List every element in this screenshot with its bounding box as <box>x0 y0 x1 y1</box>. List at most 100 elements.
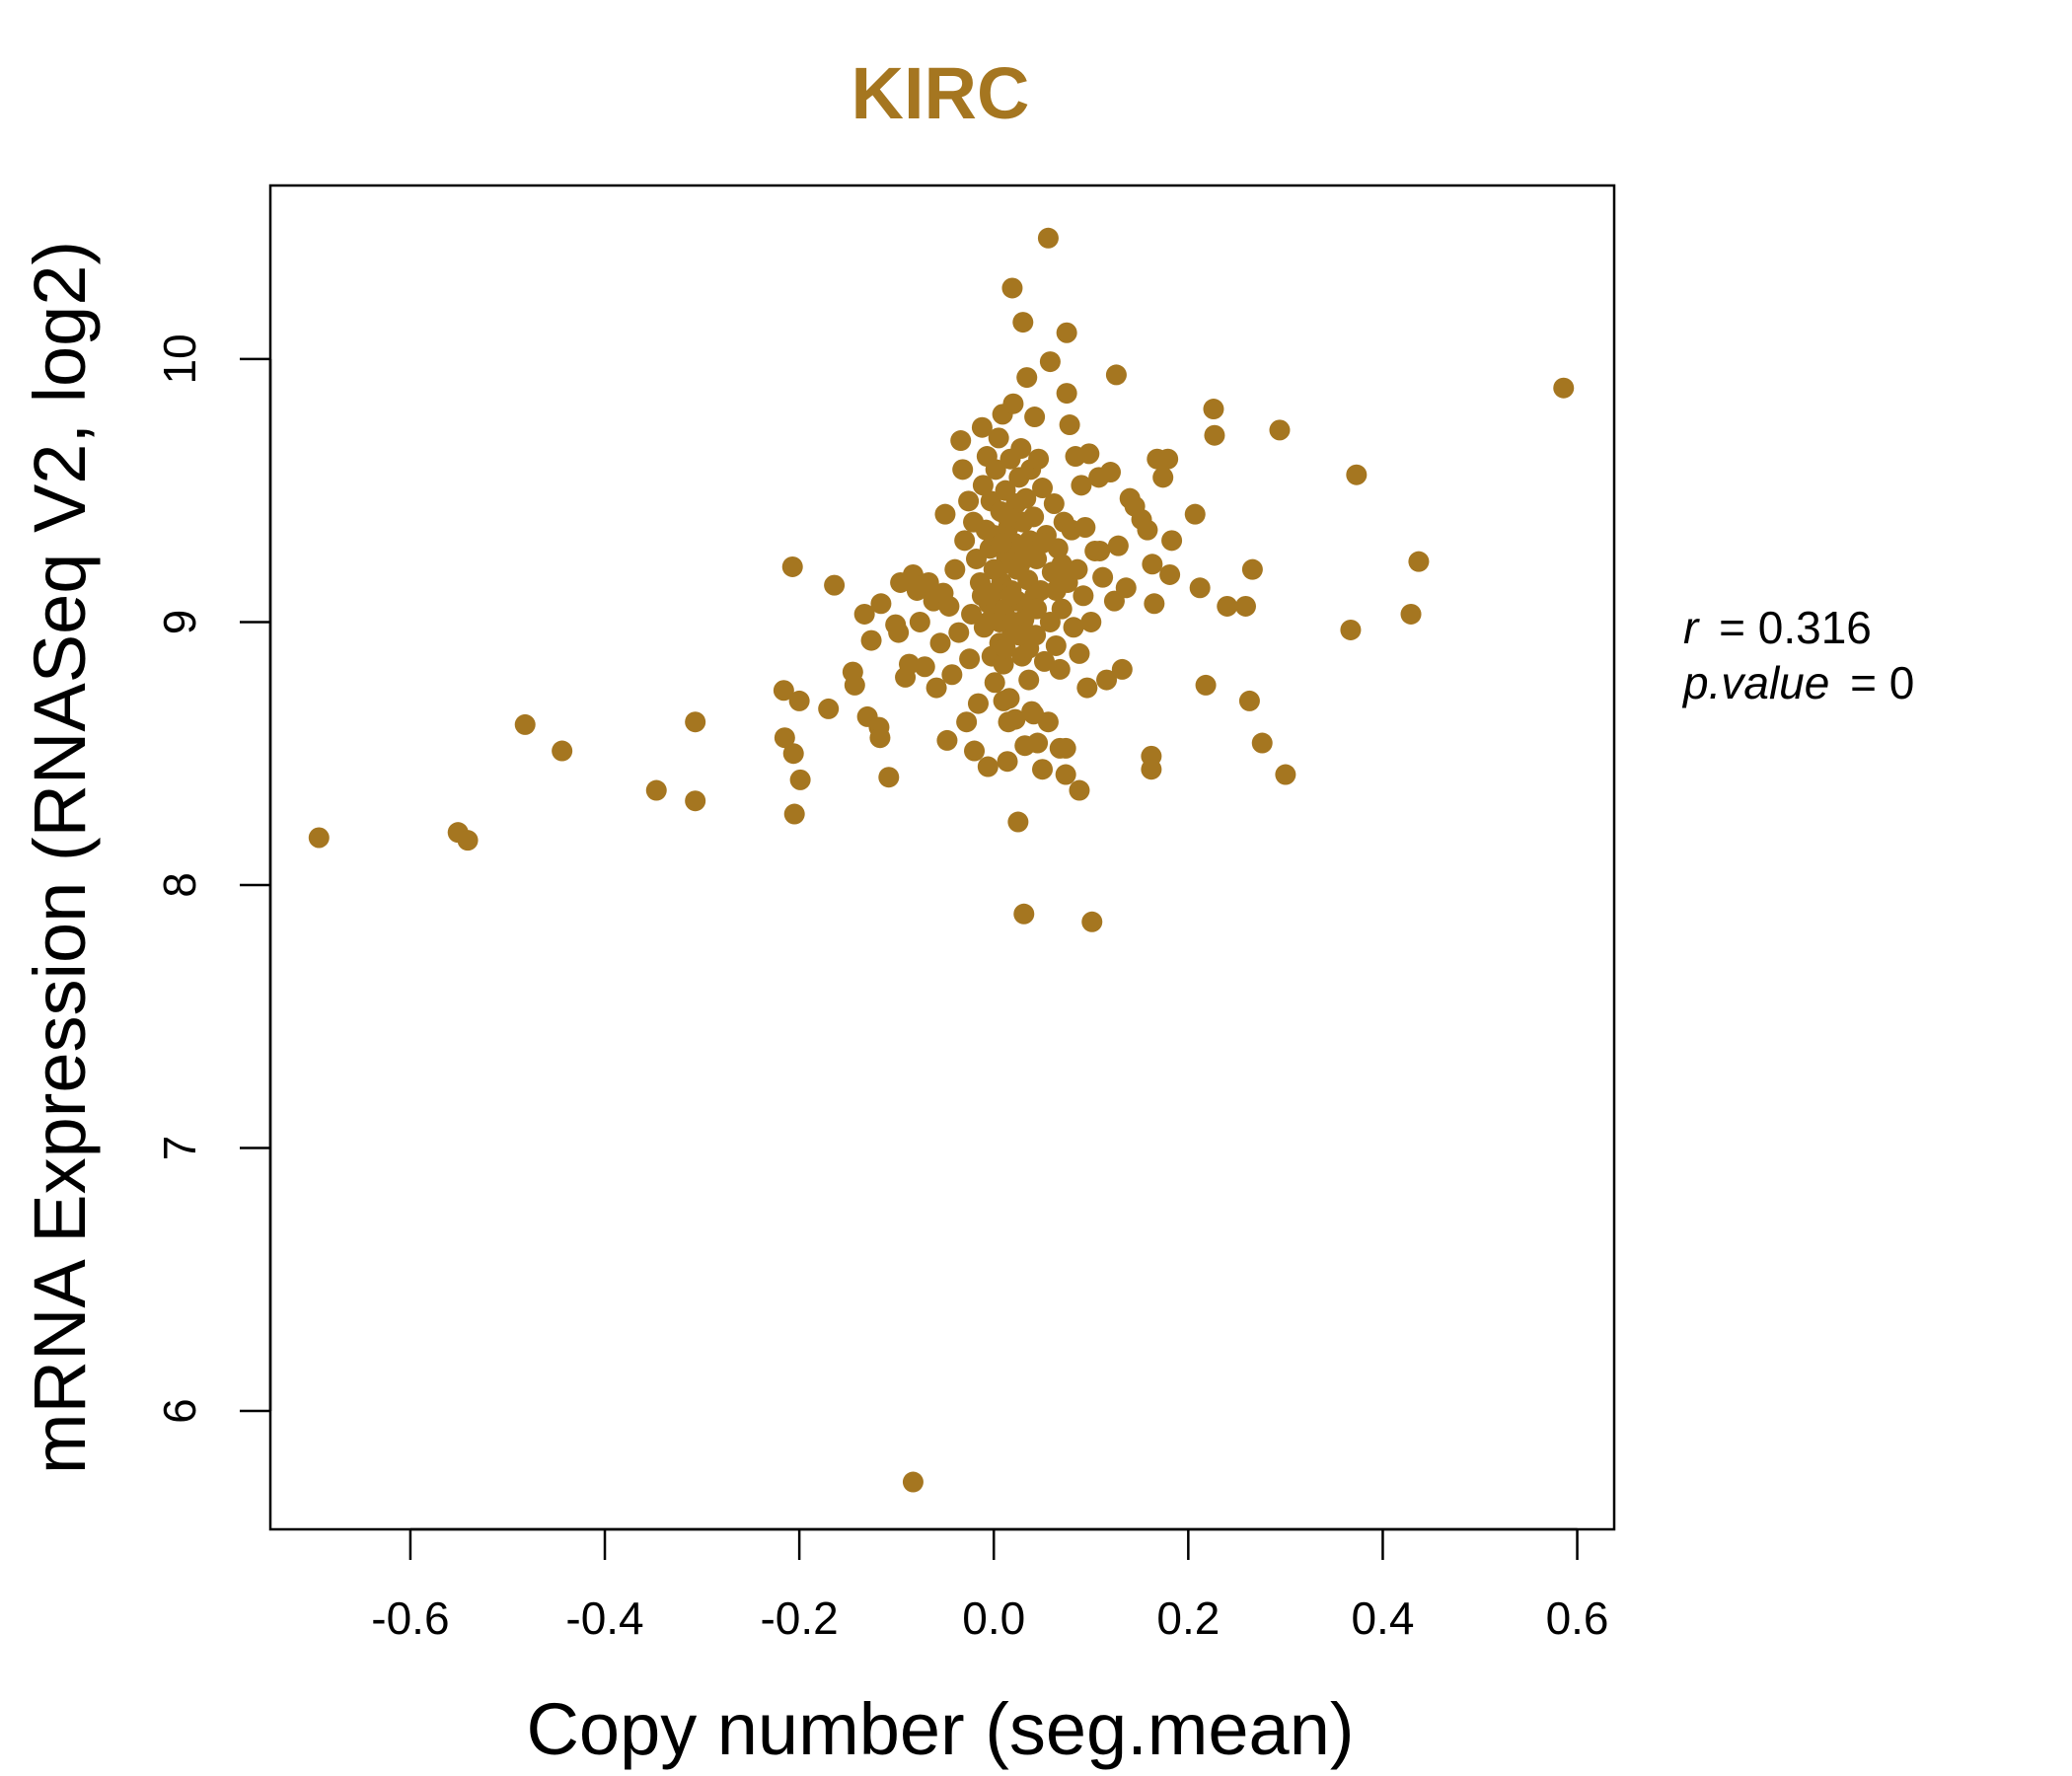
data-point <box>938 595 960 617</box>
data-point <box>898 653 920 675</box>
data-point <box>925 677 947 699</box>
data-point <box>929 632 951 654</box>
data-point <box>1159 563 1181 585</box>
data-point <box>1016 367 1038 389</box>
data-point <box>1024 407 1046 428</box>
data-point <box>954 530 976 552</box>
data-point <box>1078 443 1100 465</box>
data-point <box>1055 764 1076 785</box>
data-point <box>1023 506 1045 528</box>
data-point <box>985 459 1006 481</box>
data-point <box>1008 625 1030 646</box>
data-point <box>1023 703 1045 725</box>
data-point <box>964 740 986 762</box>
y-tick-label: 6 <box>154 1398 205 1424</box>
data-point <box>457 830 479 851</box>
y-tick-label: 10 <box>154 333 205 384</box>
data-point <box>1043 493 1065 515</box>
data-point <box>1203 399 1224 420</box>
data-point <box>878 767 900 788</box>
x-axis-title: Copy number (seg.mean) <box>526 1688 1354 1770</box>
data-point <box>1142 554 1163 575</box>
data-point <box>1059 414 1080 436</box>
data-point <box>997 506 1018 528</box>
data-point <box>995 637 1016 659</box>
data-point <box>1026 598 1048 620</box>
data-point <box>1013 903 1035 925</box>
data-point <box>1251 732 1273 754</box>
data-point <box>514 713 536 735</box>
data-point <box>1111 658 1133 680</box>
data-point <box>870 593 892 615</box>
data-point <box>1275 764 1296 785</box>
data-point <box>1002 393 1024 414</box>
data-point <box>1137 519 1158 541</box>
data-point <box>1063 617 1084 638</box>
data-point <box>782 743 804 765</box>
correlation-annotation: r = 0.316 p.value = 0 <box>1681 602 1914 708</box>
chart-title: KIRC <box>851 52 1030 134</box>
y-tick-label: 8 <box>154 872 205 898</box>
data-point <box>844 674 865 696</box>
data-point <box>1340 619 1362 640</box>
y-axis-title: mRNA Expression (RNASeq V2, log2) <box>19 241 101 1474</box>
data-point <box>1039 611 1061 632</box>
data-point <box>1032 532 1054 554</box>
data-point <box>1092 566 1114 588</box>
data-point <box>1105 364 1127 386</box>
data-point <box>1157 448 1179 470</box>
data-point <box>952 459 974 481</box>
data-point <box>902 1471 924 1493</box>
data-point <box>1051 554 1073 575</box>
p-label: p.value <box>1681 657 1829 708</box>
y-tick-label: 9 <box>154 610 205 635</box>
data-point <box>1553 377 1575 399</box>
data-point <box>1007 811 1029 833</box>
data-point <box>988 427 1009 449</box>
data-point <box>1015 487 1037 509</box>
data-point <box>1195 674 1217 696</box>
p-value-statistic: p.value = 0 <box>1681 657 1914 708</box>
data-point <box>1037 227 1059 249</box>
x-tick-label: 0.2 <box>1156 1592 1220 1644</box>
data-point <box>1018 669 1040 691</box>
data-point <box>1045 579 1067 601</box>
data-point <box>774 727 795 749</box>
data-point <box>1400 603 1422 625</box>
data-point <box>1238 690 1260 711</box>
data-point <box>1096 669 1118 691</box>
data-point <box>685 790 706 812</box>
data-point <box>853 603 875 625</box>
data-point <box>1012 312 1034 333</box>
data-point <box>1014 546 1036 567</box>
data-point <box>1010 438 1032 460</box>
data-point <box>1056 322 1077 343</box>
data-point <box>1080 611 1102 632</box>
p-value: = 0 <box>1850 657 1914 708</box>
x-tick-label: -0.4 <box>565 1592 643 1644</box>
data-point <box>1217 595 1238 617</box>
data-point <box>972 475 994 496</box>
data-point <box>1189 577 1211 599</box>
data-point <box>941 664 963 686</box>
data-point <box>1074 516 1096 538</box>
data-point <box>308 827 330 849</box>
data-point <box>983 558 1004 580</box>
data-point <box>956 711 978 733</box>
data-point <box>971 416 993 438</box>
data-point <box>1161 530 1183 552</box>
data-point <box>1144 593 1165 615</box>
data-point <box>1039 351 1061 373</box>
r-value: = 0.316 <box>1719 602 1872 653</box>
data-point <box>1107 535 1129 556</box>
data-point <box>1049 658 1071 680</box>
data-point <box>824 574 846 596</box>
data-point <box>958 490 980 512</box>
x-tick-label: -0.6 <box>371 1592 449 1644</box>
data-point <box>1076 677 1098 699</box>
data-point <box>773 680 794 702</box>
plot-frame <box>268 184 1616 1531</box>
data-point <box>789 769 811 790</box>
data-point <box>967 693 989 714</box>
